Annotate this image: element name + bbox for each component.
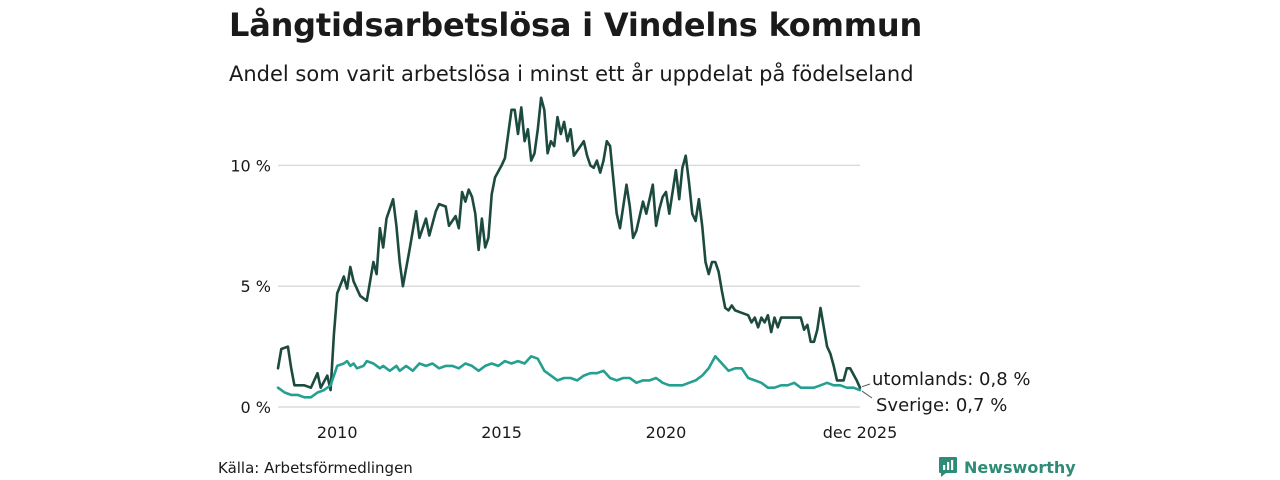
x-tick-label: 2020 — [646, 423, 687, 442]
source-note: Källa: Arbetsförmedlingen — [218, 459, 413, 477]
y-tick-label: 5 % — [241, 277, 271, 296]
end-label-sverige: Sverige: 0,7 % — [876, 395, 1007, 416]
y-axis-ticks: 0 % 5 % 10 % — [230, 156, 271, 417]
x-tick-label: dec 2025 — [823, 423, 898, 442]
newsworthy-icon — [939, 457, 957, 477]
end-label-utomlands: utomlands: 0,8 % — [872, 369, 1031, 390]
x-tick-label: 2015 — [481, 423, 522, 442]
series-line-sverige — [276, 355, 862, 399]
y-tick-label: 0 % — [241, 398, 271, 417]
series-line-utomlands — [276, 96, 862, 392]
y-tick-label: 10 % — [230, 156, 271, 175]
brand-name: Newsworthy — [964, 457, 1076, 477]
chart-subtitle: Andel som varit arbetslösa i minst ett å… — [229, 62, 914, 86]
series-lines — [276, 96, 862, 399]
brand-logo[interactable]: Newsworthy — [938, 456, 1076, 478]
leader-line-sverige — [861, 390, 873, 399]
gridlines — [278, 164, 860, 408]
x-tick-label: 2010 — [317, 423, 358, 442]
end-labels: utomlands: 0,8 % Sverige: 0,7 % — [861, 369, 1031, 416]
chart-title: Långtidsarbetslösa i Vindelns kommun — [229, 6, 923, 44]
leader-line-utomlands — [861, 383, 871, 388]
x-axis-ticks: 2010 2015 2020 dec 2025 — [317, 423, 897, 442]
